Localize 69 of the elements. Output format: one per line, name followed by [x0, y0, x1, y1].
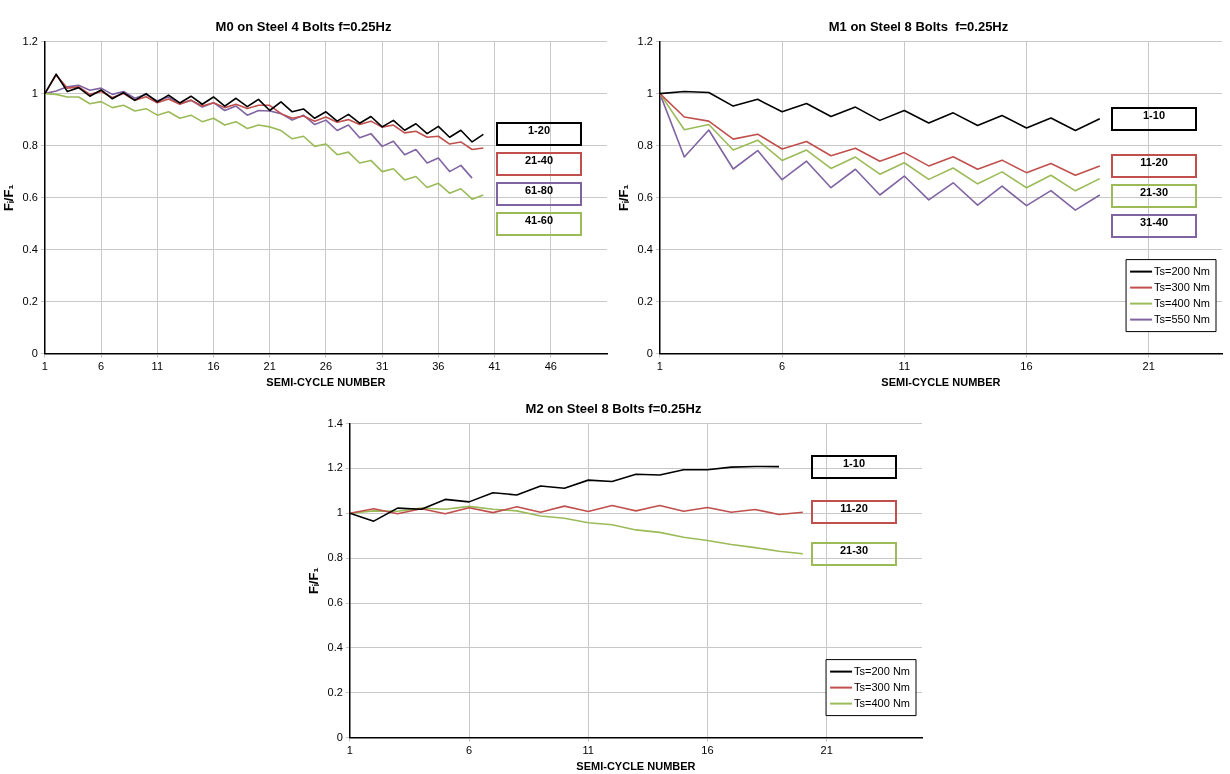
x-tick-label: 11	[151, 360, 164, 373]
y-tick-label: 1	[336, 506, 343, 519]
y-tick-label: 0	[31, 346, 38, 359]
x-axis-title: SEMI-CYCLE NUMBER	[881, 376, 1001, 389]
x-tick-label: 16	[1020, 360, 1033, 373]
x-tick-label: 6	[779, 360, 786, 373]
text-box: 11-20	[1111, 153, 1197, 178]
y-axis-title: Fᵢ/F₁	[306, 567, 322, 594]
x-tick-label: 41	[488, 360, 501, 373]
text-box: 61-80	[496, 182, 582, 207]
y-tick-label: 0.2	[22, 294, 38, 307]
y-tick-label: 1	[31, 86, 38, 99]
x-tick-label: 16	[207, 360, 220, 373]
text-box: 1-20	[496, 122, 582, 147]
legend-label: Ts=300 Nm	[854, 680, 911, 693]
x-tick-label: 1	[41, 360, 48, 373]
y-tick-label: 1.2	[637, 34, 653, 47]
y-axis-title: Fᵢ/F₁	[1, 184, 17, 211]
text-box: 31-40	[1111, 213, 1197, 238]
y-tick-label: 1.2	[22, 34, 38, 47]
x-axis-title: SEMI-CYCLE NUMBER	[266, 376, 386, 389]
y-tick-label: 0.4	[637, 242, 653, 255]
x-tick-label: 11	[898, 360, 910, 373]
legend-label: Ts=550 Nm	[1154, 312, 1211, 325]
y-tick-label: 0.2	[327, 685, 343, 698]
x-tick-label: 21	[263, 360, 276, 373]
y-tick-label: 0.6	[327, 596, 343, 609]
y-tick-label: 1.4	[327, 416, 343, 429]
y-tick-label: 0.4	[327, 640, 343, 653]
x-tick-label: 36	[432, 360, 445, 373]
chart-title: M2 on Steel 8 Bolts f=0.25Hz	[525, 401, 702, 417]
legend-label: Ts=400 Nm	[1154, 296, 1211, 309]
x-tick-label: 1	[346, 744, 353, 757]
x-tick-label: 21	[1142, 360, 1155, 373]
y-tick-label: 0.4	[22, 242, 38, 255]
x-tick-label: 16	[701, 744, 714, 757]
y-axis-title: Fᵢ/F₁	[616, 184, 632, 211]
y-tick-label: 0.8	[327, 551, 343, 564]
y-tick-label: 0.6	[22, 190, 38, 203]
legend-label: Ts=400 Nm	[854, 696, 911, 709]
text-box: 41-60	[496, 212, 582, 237]
x-tick-label: 6	[98, 360, 105, 373]
x-tick-label: 31	[376, 360, 389, 373]
legend-label: Ts=200 Nm	[1154, 264, 1211, 277]
text-box: 21-30	[1111, 183, 1197, 208]
text-box: 11-20	[811, 500, 897, 525]
x-tick-label: 26	[319, 360, 333, 373]
text-box: 21-40	[496, 152, 582, 177]
text-box: 1-10	[1111, 106, 1197, 131]
y-tick-label: 0.6	[637, 190, 653, 203]
x-tick-label: 11	[582, 744, 594, 757]
x-tick-label: 46	[544, 360, 557, 373]
y-tick-label: 1	[646, 86, 653, 99]
y-tick-label: 0	[336, 730, 343, 743]
text-box: 1-10	[811, 454, 897, 479]
chart-title: M1 on Steel 8 Bolts f=0.25Hz	[828, 19, 1009, 35]
x-tick-label: 6	[466, 744, 473, 757]
x-tick-label: 21	[820, 744, 833, 757]
legend-label: Ts=200 Nm	[854, 664, 911, 677]
y-tick-label: 0.8	[637, 138, 653, 151]
y-tick-label: 1.2	[327, 461, 343, 474]
chart-title: M0 on Steel 4 Bolts f=0.25Hz	[215, 19, 392, 35]
text-box: 21-30	[811, 541, 897, 566]
x-axis-title: SEMI-CYCLE NUMBER	[576, 760, 696, 773]
y-tick-label: 0	[646, 346, 653, 359]
y-tick-label: 0.2	[637, 294, 653, 307]
legend-label: Ts=300 Nm	[1154, 280, 1211, 293]
x-tick-label: 1	[656, 360, 663, 373]
y-tick-label: 0.8	[22, 138, 38, 151]
